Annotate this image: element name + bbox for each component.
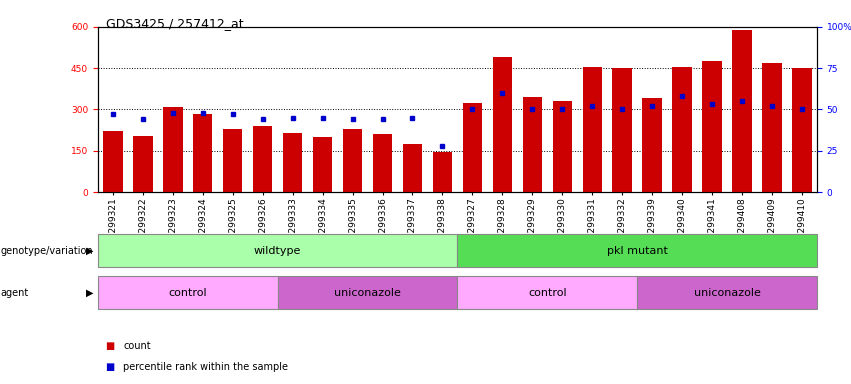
Text: uniconazole: uniconazole [694, 288, 761, 298]
Bar [343, 129, 363, 192]
Bar [493, 57, 512, 192]
Text: pkl mutant: pkl mutant [607, 245, 668, 256]
Text: ■: ■ [106, 341, 119, 351]
Text: ■: ■ [106, 362, 119, 372]
Bar [458, 234, 817, 267]
Text: control: control [528, 288, 567, 298]
Bar [463, 103, 483, 192]
Bar [432, 152, 452, 192]
Bar [702, 61, 722, 192]
Bar [523, 97, 542, 192]
Bar [313, 137, 333, 192]
Bar [98, 234, 458, 267]
Bar [98, 276, 277, 309]
Bar [582, 67, 602, 192]
Bar [133, 136, 152, 192]
Bar [163, 107, 182, 192]
Bar [733, 30, 751, 192]
Text: ▶: ▶ [86, 245, 94, 256]
Bar [643, 98, 662, 192]
Bar [762, 63, 782, 192]
Bar [403, 144, 422, 192]
Bar [637, 276, 817, 309]
Bar [613, 68, 632, 192]
Bar [283, 133, 302, 192]
Text: control: control [168, 288, 207, 298]
Bar [253, 126, 272, 192]
Bar [672, 67, 692, 192]
Bar [223, 129, 243, 192]
Bar [552, 101, 572, 192]
Text: ▶: ▶ [86, 288, 94, 298]
Bar [277, 276, 457, 309]
Text: wildtype: wildtype [254, 245, 301, 256]
Bar [458, 276, 637, 309]
Bar [103, 131, 123, 192]
Bar [792, 68, 812, 192]
Bar [193, 114, 213, 192]
Bar [373, 134, 392, 192]
Text: uniconazole: uniconazole [334, 288, 401, 298]
Text: percentile rank within the sample: percentile rank within the sample [123, 362, 288, 372]
Text: count: count [123, 341, 151, 351]
Text: GDS3425 / 257412_at: GDS3425 / 257412_at [106, 17, 244, 30]
Text: agent: agent [1, 288, 29, 298]
Text: genotype/variation: genotype/variation [1, 245, 94, 256]
